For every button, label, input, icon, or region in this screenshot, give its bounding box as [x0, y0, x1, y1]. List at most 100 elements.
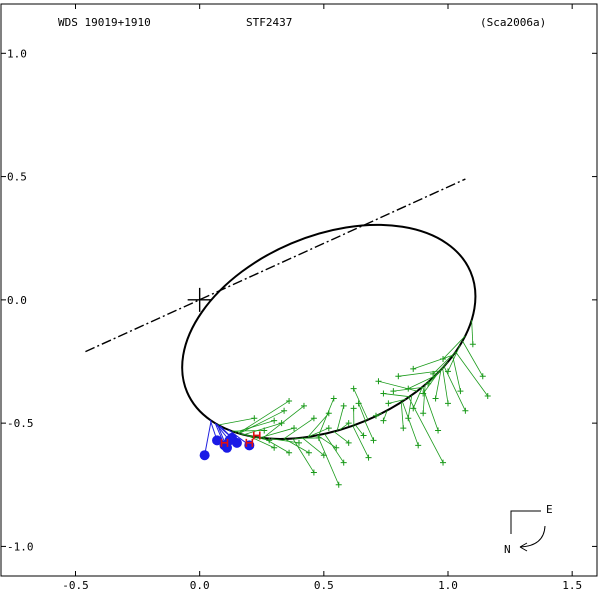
residual-line — [317, 435, 340, 485]
residual-line — [353, 388, 369, 420]
micrometer-point — [350, 405, 357, 412]
residual-line — [408, 375, 436, 389]
micrometer-point — [365, 454, 372, 461]
residual-line — [247, 435, 275, 449]
compass-arrowhead — [519, 542, 528, 552]
residual-line — [284, 438, 310, 454]
micrometer-point — [372, 412, 379, 419]
residual-line — [317, 435, 337, 449]
residual-line — [435, 369, 442, 399]
residual-line — [462, 340, 484, 377]
micrometer-point — [300, 402, 307, 409]
micrometer-point — [435, 427, 442, 434]
micrometer-point — [360, 432, 367, 439]
y-tick-label: -1.0 — [7, 540, 34, 553]
orbit-ellipse — [181, 223, 477, 440]
plot-frame — [0, 3, 598, 577]
residual-line — [358, 403, 366, 421]
residual-line — [383, 393, 410, 398]
micrometer-point — [390, 388, 397, 395]
y-tick-label: 0.0 — [7, 294, 27, 307]
speckle-residual-line — [204, 420, 212, 456]
y-tick-label: 0.5 — [7, 171, 27, 184]
micrometer-point — [251, 415, 258, 422]
residual-line — [422, 386, 439, 431]
micrometer-point — [340, 402, 347, 409]
residual-line — [364, 420, 374, 441]
residual-line — [240, 433, 270, 441]
residual-line — [324, 433, 345, 463]
residual-line — [307, 413, 330, 438]
orbit-reference: (Sca2006a) — [480, 16, 547, 29]
residual-line — [354, 424, 364, 436]
micrometer-point — [400, 425, 407, 432]
micrometer-point — [380, 417, 387, 424]
micrometer-point — [291, 425, 298, 432]
residual-line — [407, 394, 413, 419]
residual-line — [333, 431, 349, 444]
micrometer-point — [457, 388, 464, 395]
residual-line — [455, 351, 489, 397]
residual-line — [238, 410, 285, 434]
micrometer-point — [405, 415, 412, 422]
residual-line — [422, 371, 440, 394]
special-point — [252, 431, 261, 440]
residual-line — [283, 417, 315, 440]
special-point — [245, 438, 254, 447]
micrometer-point — [380, 390, 387, 397]
residual-line — [352, 425, 369, 458]
residual-line — [401, 401, 419, 446]
residual-line — [243, 422, 282, 436]
micrometer-point — [420, 410, 427, 417]
micrometer-point — [278, 420, 285, 427]
micrometer-point — [385, 400, 392, 407]
residual-line — [234, 420, 275, 433]
x-tick-label: 0.5 — [314, 579, 334, 592]
micrometer-point — [375, 378, 382, 385]
x-tick-label: 0.0 — [190, 579, 210, 592]
residual-line — [336, 405, 345, 431]
residual-line — [422, 384, 426, 414]
micrometer-point — [395, 373, 402, 380]
residual-line — [307, 427, 329, 438]
residual-line — [339, 422, 349, 431]
micrometer-point — [410, 365, 417, 372]
micrometer-point — [345, 439, 352, 446]
micrometer-point — [335, 481, 342, 488]
micrometer-point — [484, 393, 491, 400]
residual-line — [318, 398, 335, 436]
micrometer-point — [286, 397, 293, 404]
micrometer-point — [430, 370, 437, 377]
residual-line — [408, 397, 444, 463]
residual-line — [271, 438, 300, 444]
residual-line — [231, 430, 265, 432]
residual-line — [452, 355, 461, 392]
residual-line — [447, 344, 461, 372]
residual-line — [238, 400, 290, 434]
residual-line — [442, 368, 449, 404]
micrometer-point — [479, 373, 486, 380]
residual-line — [443, 366, 466, 411]
y-tick-label: -0.5 — [7, 417, 34, 430]
discoverer-designation: STF2437 — [246, 16, 293, 29]
x-tick-label: -0.5 — [62, 579, 89, 592]
micrometer-point — [296, 439, 302, 446]
micrometer-point — [462, 407, 469, 414]
residual-line — [378, 380, 418, 392]
micrometer-point — [271, 417, 278, 424]
x-tick-label: 1.0 — [438, 579, 458, 592]
micrometer-point — [340, 459, 347, 466]
y-tick-label: 1.0 — [7, 47, 27, 60]
x-tick-label: 1.5 — [562, 579, 582, 592]
micrometer-point — [345, 420, 352, 427]
micrometer-point — [440, 459, 447, 466]
residual-line — [400, 402, 404, 429]
residual-line — [388, 398, 406, 404]
micrometer-point — [305, 449, 312, 456]
micrometer-point — [415, 442, 422, 449]
residual-line — [412, 386, 423, 409]
micrometer-point — [310, 415, 317, 422]
compass-east-label: E — [546, 503, 553, 516]
micrometer-point — [370, 437, 377, 444]
